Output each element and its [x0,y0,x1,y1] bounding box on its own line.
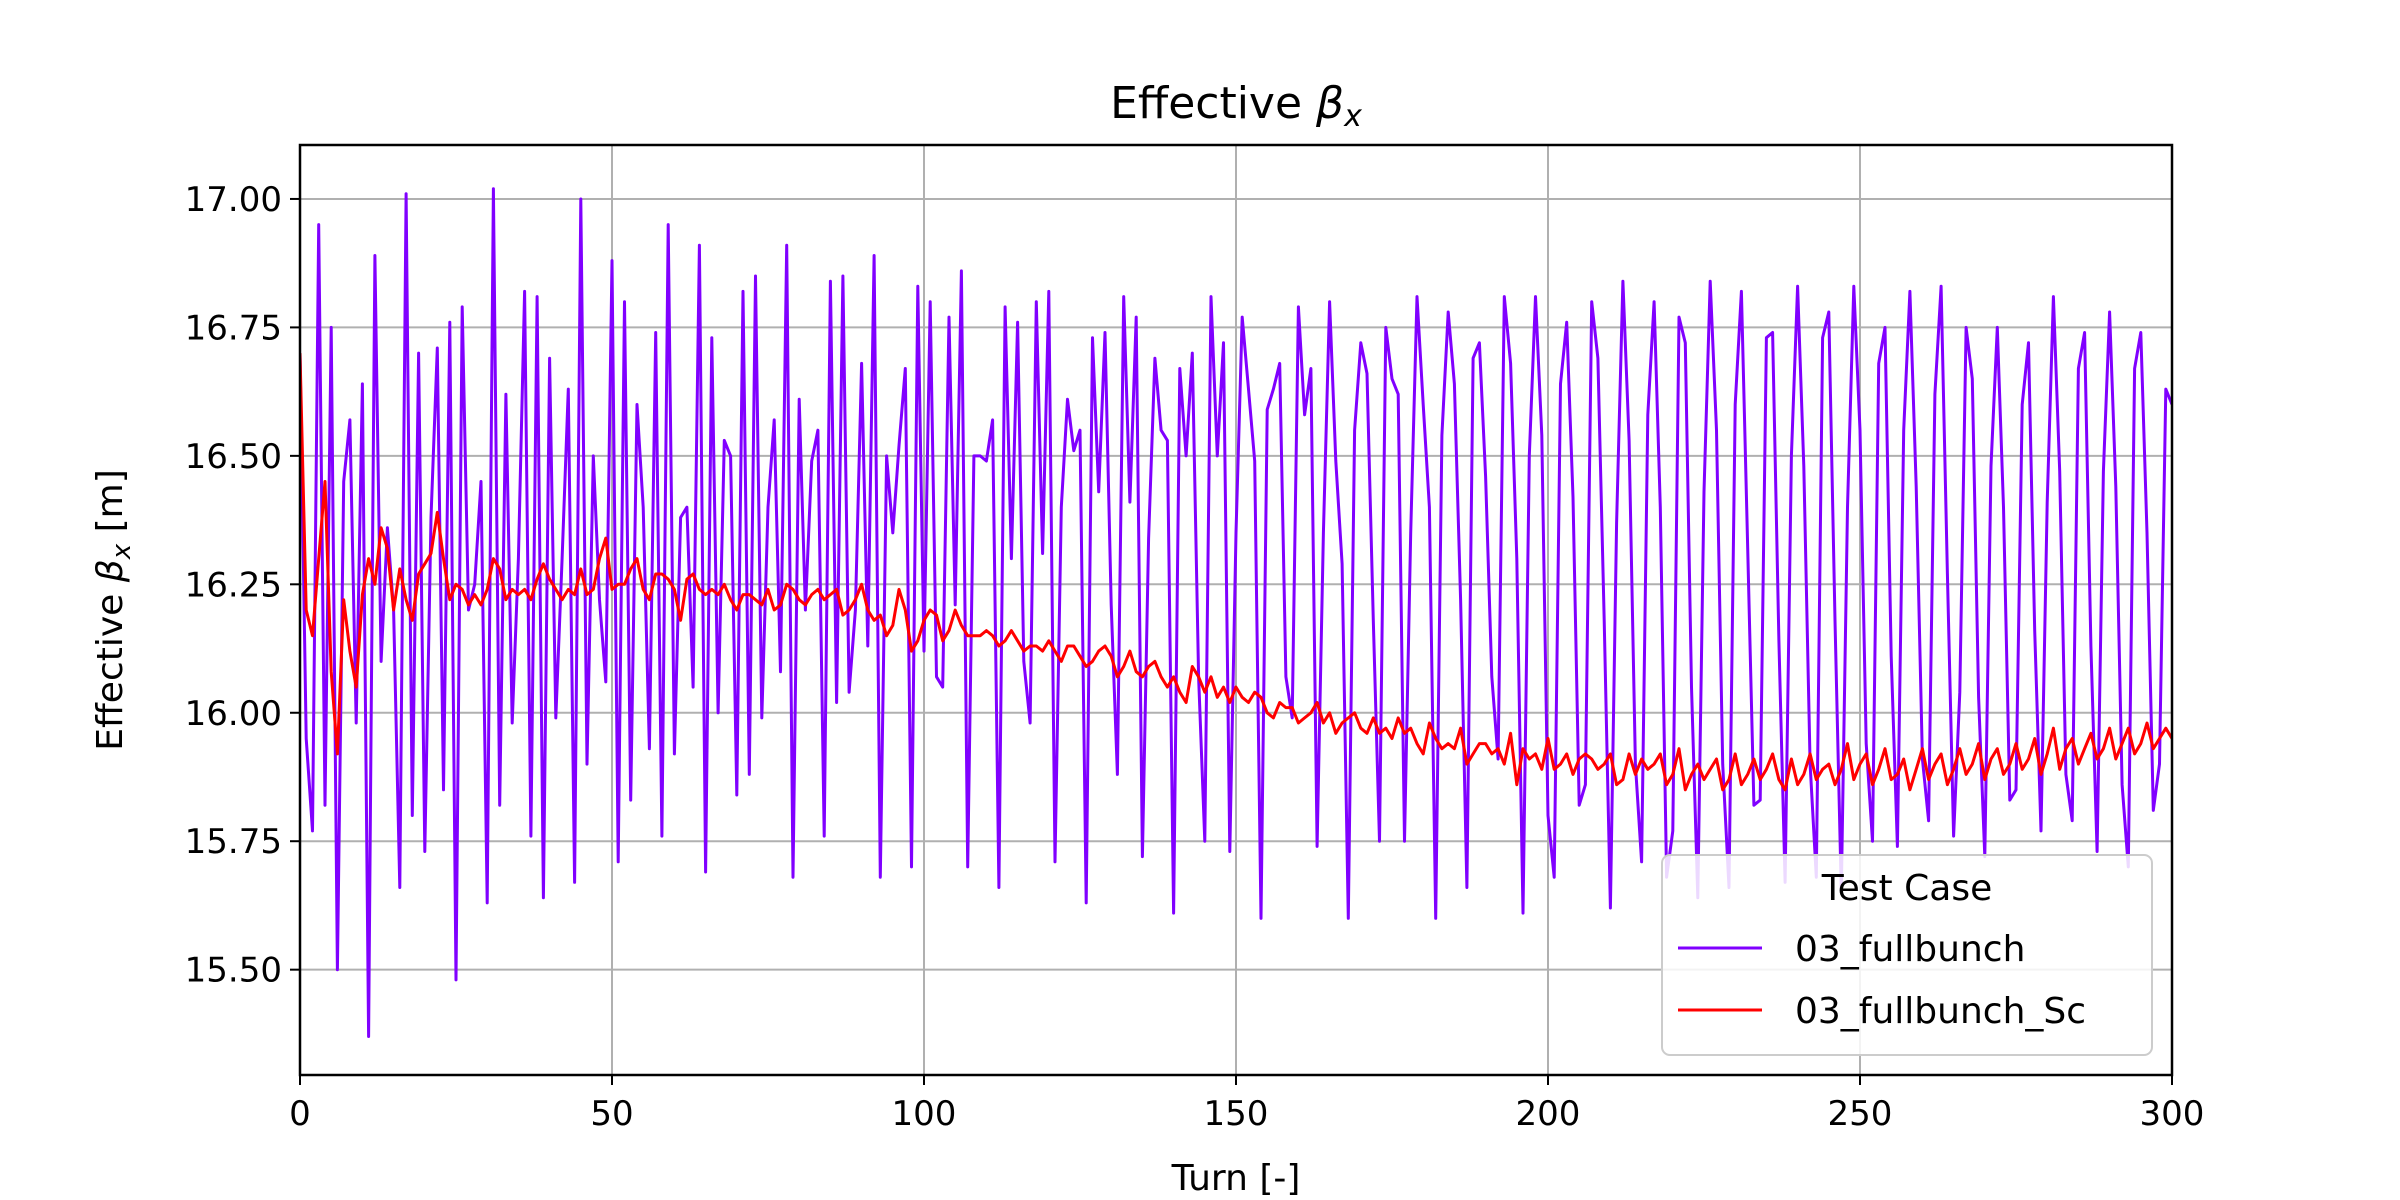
x-tick-label: 50 [590,1094,633,1134]
legend-label-03-fullbunch-sc: 03_fullbunch_Sc [1795,991,2086,1032]
x-tick-label: 0 [289,1094,311,1134]
tick-layer: 0 50 100 150 200 250 300 15.50 15.75 16.00 16.25 16… [185,180,2205,1134]
y-tick-label: 16.25 [185,565,282,605]
legend-box [1661,854,2153,1056]
x-tick-label: 100 [892,1094,957,1134]
x-tick-label: 250 [1828,1094,1893,1134]
y-axis-label: Effective βx [m] [90,469,137,751]
x-tick-label: 300 [2140,1094,2205,1134]
series-line-03-fullbunch-sc [300,353,2172,792]
y-tick-label: 17.00 [185,180,282,220]
y-tick-label: 16.00 [185,694,282,734]
y-tick-label: 16.75 [185,308,282,348]
series-layer [300,187,2172,1038]
y-tick-label: 15.75 [185,822,282,862]
series-line-03-fullbunch [300,187,2172,1038]
legend-label-03-fullbunch: 03_fullbunch [1795,929,2025,970]
x-tick-label: 150 [1204,1094,1269,1134]
legend: Test Case 03_fullbunch 03_fullbunch_Sc [1661,854,2153,1056]
x-tick-label: 200 [1516,1094,1581,1134]
y-tick-label: 16.50 [185,437,282,477]
legend-title: Test Case [1821,868,1992,909]
chart-title: Effective βx [1110,78,1362,134]
x-axis-label: Turn [-] [1171,1158,1301,1199]
y-tick-label: 15.50 [185,951,282,991]
